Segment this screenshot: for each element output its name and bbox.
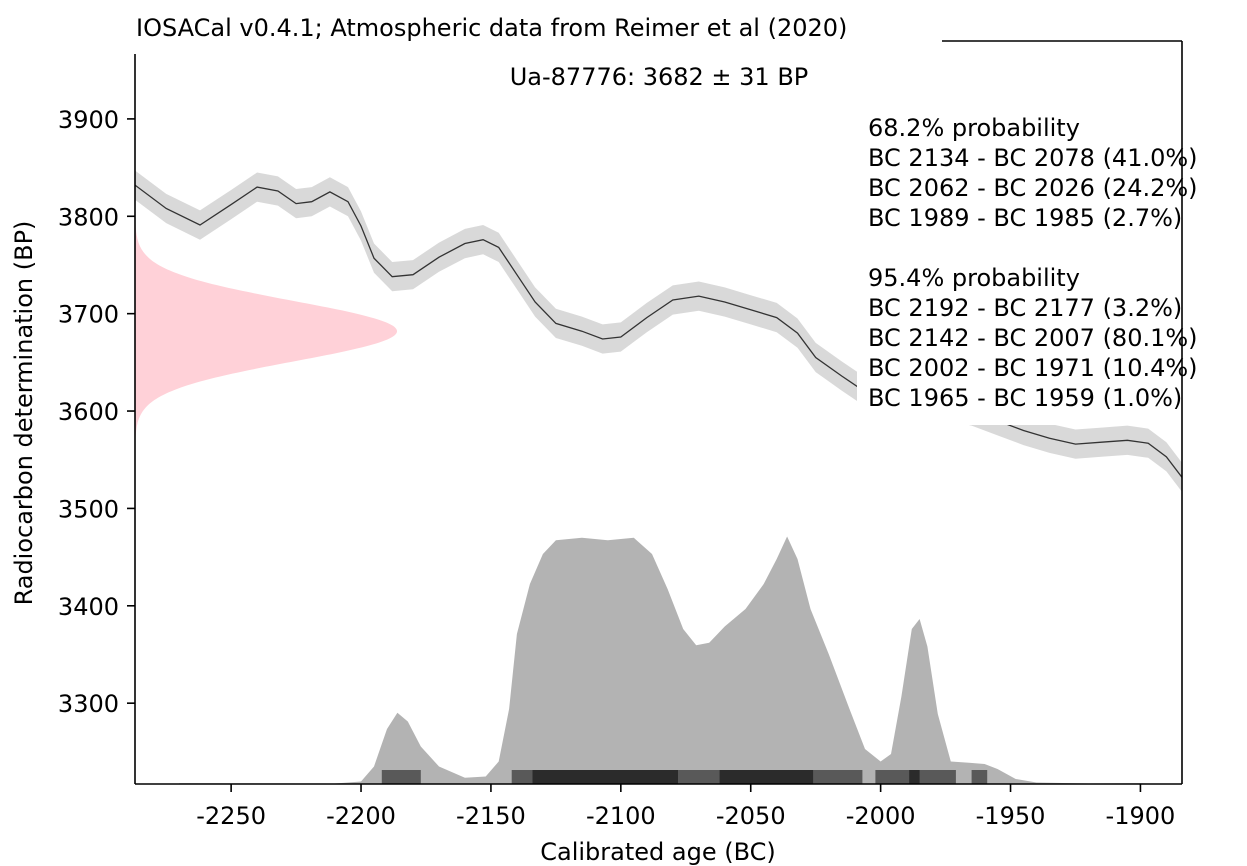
probability-range-bars — [381, 770, 988, 784]
x-tick-label: -1900 — [1106, 802, 1176, 830]
legend-68-range-1: BC 2134 - BC 2078 (41.0%) — [868, 144, 1198, 172]
x-tick-label: -2250 — [196, 802, 266, 830]
legend-68-title: 68.2% probability — [868, 114, 1080, 142]
x-tick-label: -1950 — [976, 802, 1046, 830]
y-tick-label: 3400 — [58, 593, 119, 621]
y-axis-ticks: 3300 3400 3500 3600 3700 3800 3900 — [58, 106, 135, 718]
x-tick-label: -2000 — [846, 802, 916, 830]
legend-95-range-2: BC 2142 - BC 2007 (80.1%) — [868, 324, 1198, 352]
range-95-bar — [971, 770, 988, 784]
legend-95-range-3: BC 2002 - BC 1971 (10.4%) — [868, 354, 1198, 382]
range-68-bar — [719, 770, 814, 784]
legend-95-range-4: BC 1965 - BC 1959 (1.0%) — [868, 384, 1182, 412]
x-tick-label: -2100 — [586, 802, 656, 830]
legend-68-range-3: BC 1989 - BC 1985 (2.7%) — [868, 204, 1182, 232]
radiocarbon-determination-distribution — [135, 222, 397, 440]
y-axis-label: Radiocarbon determination (BP) — [10, 221, 38, 606]
legend-95-range-1: BC 2192 - BC 2177 (3.2%) — [868, 294, 1182, 322]
x-tick-label: -2200 — [326, 802, 396, 830]
sample-title: Ua-87776: 3682 ± 31 BP — [510, 63, 809, 91]
range-95-bar — [381, 770, 421, 784]
y-tick-label: 3500 — [58, 495, 119, 523]
x-axis-ticks: -2250 -2200 -2150 -2100 -2050 -2000 -1950 -1900 — [196, 784, 1175, 830]
x-axis-label: Calibrated age (BC) — [540, 838, 776, 866]
source-title: IOSACal v0.4.1; Atmospheric data from Re… — [136, 14, 847, 42]
y-tick-label: 3900 — [58, 106, 119, 134]
y-tick-label: 3700 — [58, 301, 119, 329]
x-tick-label: -2150 — [456, 802, 526, 830]
y-tick-label: 3800 — [58, 203, 119, 231]
y-tick-label: 3600 — [58, 398, 119, 426]
legend-68-range-2: BC 2062 - BC 2026 (24.2%) — [868, 174, 1198, 202]
y-tick-label: 3300 — [58, 690, 119, 718]
x-tick-label: -2050 — [716, 802, 786, 830]
range-68-bar — [532, 770, 678, 784]
legend-95-title: 95.4% probability — [868, 264, 1080, 292]
calibrated-age-distribution — [179, 536, 1167, 784]
range-68-bar — [909, 770, 920, 784]
legend-box — [857, 105, 1245, 425]
